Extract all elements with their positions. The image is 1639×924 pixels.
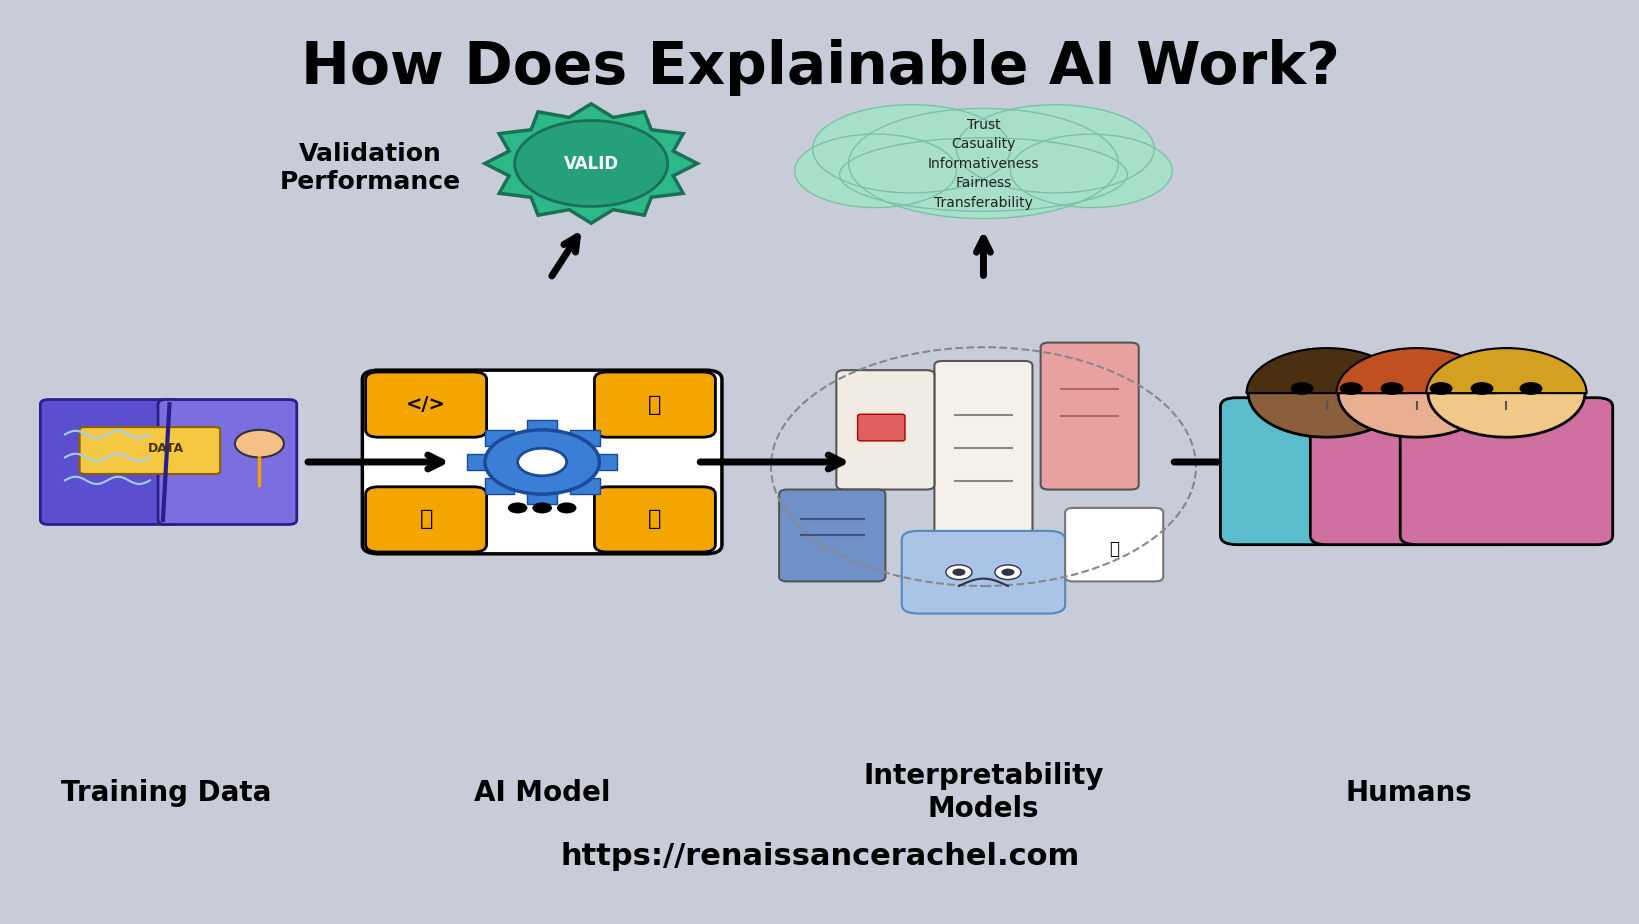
FancyBboxPatch shape — [857, 414, 905, 441]
FancyBboxPatch shape — [1041, 343, 1137, 490]
FancyBboxPatch shape — [80, 427, 220, 474]
Ellipse shape — [839, 138, 1126, 212]
FancyBboxPatch shape — [779, 490, 885, 581]
FancyBboxPatch shape — [365, 487, 487, 552]
Text: 🍎: 🍎 — [1108, 541, 1118, 558]
Text: 🔧: 🔧 — [420, 509, 433, 529]
FancyBboxPatch shape — [41, 399, 179, 525]
Wedge shape — [1246, 348, 1406, 393]
FancyBboxPatch shape — [570, 478, 600, 494]
Text: 🔨: 🔨 — [647, 395, 661, 415]
Text: How Does Explainable AI Work?: How Does Explainable AI Work? — [300, 39, 1339, 95]
FancyBboxPatch shape — [1400, 397, 1611, 544]
Circle shape — [515, 120, 667, 206]
FancyBboxPatch shape — [365, 372, 487, 437]
Circle shape — [557, 503, 577, 514]
FancyBboxPatch shape — [528, 419, 557, 436]
Circle shape — [508, 503, 528, 514]
Circle shape — [1001, 568, 1015, 576]
Circle shape — [1519, 383, 1542, 395]
Text: AI Model: AI Model — [474, 779, 610, 807]
Circle shape — [1247, 349, 1405, 437]
FancyBboxPatch shape — [362, 371, 721, 553]
Text: Trust
Casuality
Informativeness
Fairness
Transferability: Trust Casuality Informativeness Fairness… — [928, 117, 1039, 210]
FancyBboxPatch shape — [570, 430, 600, 446]
Circle shape — [485, 430, 598, 494]
Circle shape — [518, 448, 567, 476]
FancyBboxPatch shape — [1219, 397, 1432, 544]
Circle shape — [1428, 349, 1583, 437]
Ellipse shape — [1010, 134, 1172, 208]
Polygon shape — [485, 103, 697, 224]
Circle shape — [1339, 383, 1362, 395]
FancyBboxPatch shape — [528, 488, 557, 505]
Text: </>: </> — [406, 395, 446, 414]
Circle shape — [952, 568, 965, 576]
Circle shape — [1380, 383, 1403, 395]
FancyBboxPatch shape — [1310, 397, 1523, 544]
Text: Humans: Humans — [1344, 779, 1470, 807]
FancyBboxPatch shape — [1064, 508, 1162, 581]
Text: Validation
Performance: Validation Performance — [280, 142, 461, 194]
FancyBboxPatch shape — [157, 399, 297, 525]
Ellipse shape — [813, 104, 1010, 193]
Circle shape — [234, 430, 284, 457]
FancyBboxPatch shape — [901, 531, 1064, 614]
FancyBboxPatch shape — [485, 430, 513, 446]
FancyBboxPatch shape — [467, 454, 497, 470]
FancyBboxPatch shape — [934, 361, 1033, 536]
Circle shape — [946, 565, 972, 579]
Text: DATA: DATA — [148, 442, 184, 455]
Circle shape — [995, 565, 1021, 579]
Ellipse shape — [795, 134, 956, 208]
Ellipse shape — [847, 108, 1118, 219]
Circle shape — [1337, 349, 1495, 437]
Circle shape — [1290, 383, 1313, 395]
FancyBboxPatch shape — [485, 478, 513, 494]
Text: VALID: VALID — [564, 154, 618, 173]
Text: 🎤: 🎤 — [647, 509, 661, 529]
FancyBboxPatch shape — [587, 454, 616, 470]
FancyBboxPatch shape — [836, 371, 934, 490]
Circle shape — [1429, 383, 1452, 395]
Wedge shape — [1336, 348, 1496, 393]
FancyBboxPatch shape — [593, 372, 715, 437]
Text: Training Data: Training Data — [61, 779, 270, 807]
Circle shape — [1470, 383, 1493, 395]
FancyBboxPatch shape — [593, 487, 715, 552]
Ellipse shape — [956, 104, 1154, 193]
Wedge shape — [1426, 348, 1585, 393]
Circle shape — [533, 503, 552, 514]
Text: Interpretability
Models: Interpretability Models — [862, 762, 1103, 823]
Text: https://renaissancerachel.com: https://renaissancerachel.com — [561, 843, 1078, 871]
